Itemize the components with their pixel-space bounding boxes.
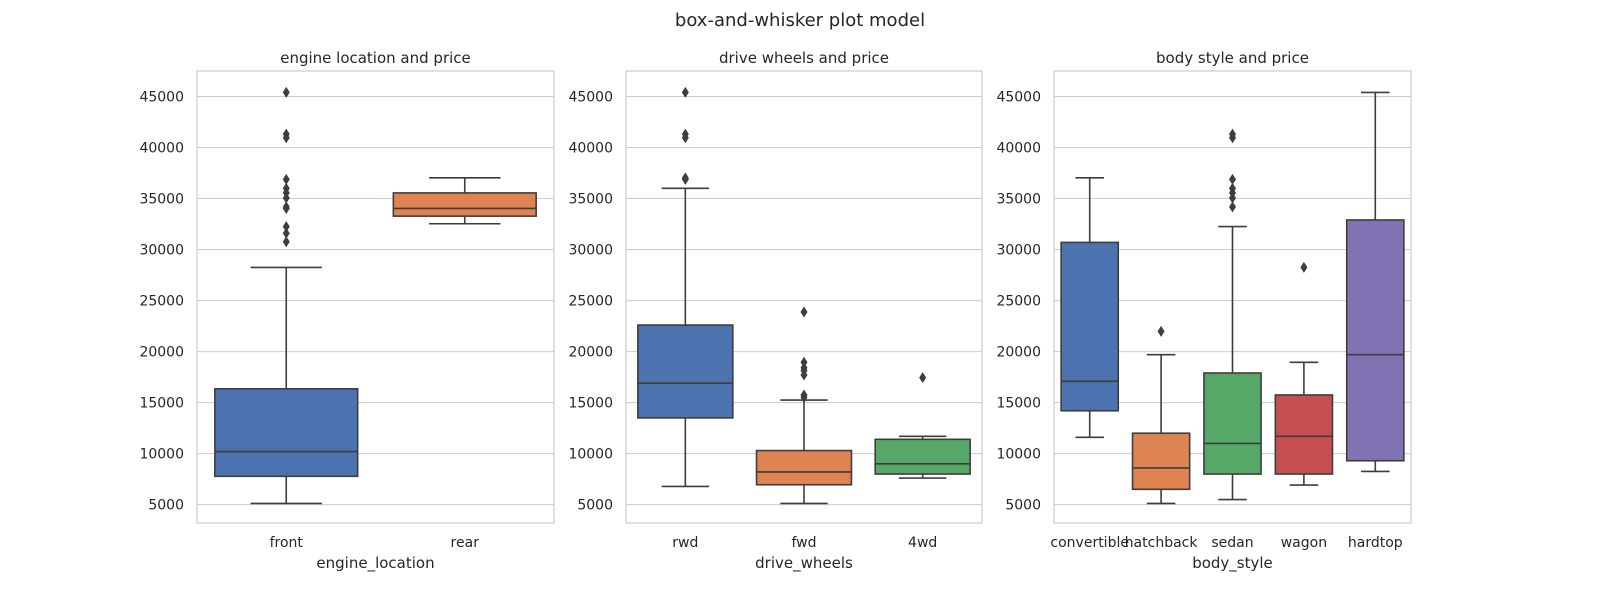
- y-tick-label: 45000: [996, 90, 1041, 106]
- outlier-point: [1300, 261, 1308, 273]
- subplot-title: body style and price: [1156, 49, 1309, 67]
- subplot-2: 5000 10000 15000 20000 25000 30000 35000 40000 4…: [568, 49, 983, 573]
- x-tick-label: 4wd: [908, 535, 937, 551]
- outlier-point: [282, 221, 290, 233]
- x-tick-label: front: [270, 535, 304, 551]
- y-tick-label: 20000: [568, 345, 613, 361]
- y-tick-label: 30000: [139, 243, 184, 259]
- outlier-point: [800, 356, 808, 368]
- box-iqr: [874, 438, 971, 475]
- box-iqr: [1345, 219, 1405, 462]
- outlier-point: [282, 128, 290, 140]
- y-tick-label: 35000: [568, 192, 613, 208]
- subplot-title: drive wheels and price: [719, 49, 889, 67]
- box-4wd: [874, 372, 971, 479]
- box-hatchback: [1131, 325, 1191, 505]
- x-tick-label: rear: [451, 535, 480, 551]
- axes-frame: [625, 70, 983, 524]
- box-convertible: [1060, 177, 1120, 439]
- y-tick-label: 5000: [1005, 498, 1041, 514]
- y-tick-label: 35000: [139, 192, 184, 208]
- outlier-point: [282, 201, 290, 213]
- figure-suptitle: box-and-whisker plot model: [675, 10, 925, 31]
- subplot-3: 5000 10000 15000 20000 25000 30000 35000 40000 4…: [996, 49, 1412, 573]
- outlier-point: [1229, 173, 1236, 185]
- y-tick-label: 10000: [568, 447, 613, 463]
- subplot-title: engine location and price: [280, 49, 471, 67]
- y-tick-label: 45000: [568, 90, 613, 106]
- box-iqr: [214, 388, 359, 478]
- box-iqr: [392, 192, 537, 217]
- x-axis-label: body_style: [1192, 554, 1273, 573]
- x-tick-label: convertible: [1050, 535, 1129, 551]
- y-tick-label: 35000: [996, 192, 1041, 208]
- box-hardtop: [1345, 91, 1405, 473]
- box-iqr: [1131, 432, 1191, 491]
- outlier-point: [1229, 182, 1236, 194]
- y-tick-label: 15000: [568, 396, 613, 412]
- y-tick-label: 30000: [568, 243, 613, 259]
- y-tick-label: 20000: [139, 345, 184, 361]
- outlier-point: [1229, 201, 1236, 213]
- box-fwd: [755, 306, 853, 505]
- x-tick-label: wagon: [1281, 535, 1327, 551]
- x-axis-label: engine_location: [316, 554, 434, 573]
- box-sedan: [1203, 128, 1262, 501]
- y-tick-label: 5000: [577, 498, 613, 514]
- axes-frame: [1053, 70, 1412, 524]
- box-iqr: [637, 324, 734, 419]
- y-tick-label: 40000: [996, 141, 1041, 157]
- outlier-point: [681, 86, 689, 98]
- y-tick-label: 10000: [139, 447, 184, 463]
- box-rear: [392, 177, 537, 225]
- y-tick-label: 20000: [996, 345, 1041, 361]
- outlier-point: [282, 236, 290, 248]
- axes-frame: [196, 70, 555, 524]
- y-tick-label: 15000: [996, 396, 1041, 412]
- subplot-1: 5000 10000 15000 20000 25000 30000 35000 40000 4…: [139, 49, 555, 573]
- box-iqr: [1060, 241, 1120, 412]
- outlier-point: [282, 173, 290, 185]
- y-tick-label: 5000: [148, 498, 184, 514]
- y-tick-label: 25000: [139, 294, 184, 310]
- outlier-point: [919, 372, 927, 384]
- outlier-point: [1229, 128, 1236, 140]
- y-tick-label: 25000: [568, 294, 613, 310]
- x-tick-label: rwd: [672, 535, 698, 551]
- box-wagon: [1274, 261, 1334, 486]
- y-tick-label: 30000: [996, 243, 1041, 259]
- y-tick-label: 45000: [139, 90, 184, 106]
- outlier-point: [681, 128, 689, 140]
- x-tick-label: sedan: [1211, 535, 1253, 551]
- y-tick-label: 10000: [996, 447, 1041, 463]
- x-tick-label: hardtop: [1348, 535, 1403, 551]
- y-tick-label: 40000: [139, 141, 184, 157]
- x-tick-label: hatchback: [1125, 535, 1199, 551]
- box-iqr: [1274, 394, 1334, 475]
- box-front: [214, 86, 359, 505]
- y-tick-label: 15000: [139, 396, 184, 412]
- outlier-point: [282, 86, 290, 98]
- box-rwd: [637, 86, 734, 488]
- outlier-point: [800, 389, 808, 401]
- box-iqr: [1203, 372, 1262, 475]
- outlier-point: [800, 306, 808, 318]
- y-tick-label: 25000: [996, 294, 1041, 310]
- outlier-point: [681, 172, 689, 184]
- outlier-point: [282, 182, 290, 194]
- x-axis-label: drive_wheels: [755, 554, 853, 573]
- y-tick-label: 40000: [568, 141, 613, 157]
- box-iqr: [755, 449, 853, 486]
- outlier-point: [1157, 325, 1165, 337]
- x-tick-label: fwd: [791, 535, 816, 551]
- outlier-point: [282, 227, 290, 239]
